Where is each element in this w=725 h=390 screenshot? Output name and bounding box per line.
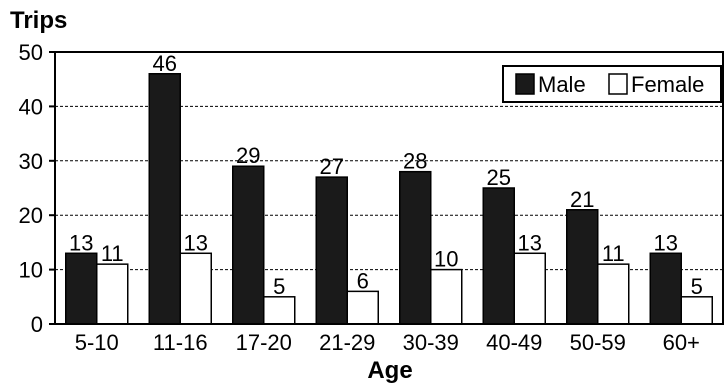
x-tick-label: 30-39: [403, 330, 459, 355]
bar-female: [179, 252, 212, 325]
bar-female: [96, 263, 129, 325]
bar-male: [482, 187, 515, 325]
data-label-female: 11: [602, 241, 625, 266]
bar-male: [399, 170, 432, 325]
bar-female: [346, 290, 379, 325]
data-label-female: 5: [691, 274, 703, 299]
data-label-female: 13: [184, 230, 208, 255]
y-tick-label: 10: [19, 258, 43, 283]
data-label-male: 21: [570, 187, 594, 212]
bar-male: [65, 252, 98, 325]
legend: Male Female: [502, 65, 722, 103]
data-label-female: 13: [518, 230, 542, 255]
bar-male: [649, 252, 682, 325]
y-axis-title: Trips: [10, 7, 67, 34]
data-label-male: 46: [153, 51, 177, 76]
data-label-female: 6: [357, 268, 369, 293]
y-axis-ticks: 0 10 20 30 40 50: [19, 40, 55, 337]
bar-male: [232, 165, 265, 325]
data-label-male: 13: [69, 230, 93, 255]
bar-female: [430, 268, 463, 325]
y-tick-label: 0: [31, 312, 43, 337]
bar-male: [315, 176, 348, 325]
data-label-male: 27: [320, 154, 344, 179]
legend-swatch-female: [608, 73, 628, 95]
data-label-male: 13: [654, 230, 678, 255]
legend-label-female: Female: [631, 72, 704, 97]
plot-frame: [54, 51, 724, 325]
x-tick-label: 17-20: [236, 330, 292, 355]
bar-female: [680, 296, 713, 325]
x-tick-label: 11-16: [153, 330, 208, 355]
bar-female: [513, 252, 546, 325]
bar-male: [566, 209, 599, 325]
y-tick-label: 50: [19, 40, 43, 65]
data-label-female: 5: [273, 274, 285, 299]
bar-female: [263, 296, 296, 325]
legend-label-male: Male: [538, 72, 586, 97]
bar-female: [597, 263, 630, 325]
bars: [65, 73, 713, 325]
legend-swatch-male: [515, 73, 535, 95]
x-tick-label: 40-49: [486, 330, 542, 355]
x-tick-label: 5-10: [75, 330, 119, 355]
x-tick-label: 21-29: [319, 330, 375, 355]
y-tick-label: 20: [19, 203, 43, 228]
y-tick-label: 30: [19, 149, 43, 174]
data-labels: 13 11 46 13 29 5 27 6 28 10 25 13 21 11 13 5: [69, 51, 703, 299]
x-tick-label: 60+: [663, 330, 700, 355]
y-tick-label: 40: [19, 94, 43, 119]
data-label-male: 25: [487, 165, 511, 190]
x-tick-label: 50-59: [570, 330, 626, 355]
data-label-female: 11: [101, 241, 124, 266]
data-label-female: 10: [434, 247, 458, 272]
data-label-male: 28: [403, 149, 427, 174]
x-axis-title: Age: [367, 357, 412, 384]
bar-male: [148, 73, 181, 325]
data-label-male: 29: [236, 143, 260, 168]
x-axis-ticks: 5-10 11-16 17-20 21-29 30-39 40-49 50-59 60+: [75, 330, 700, 355]
